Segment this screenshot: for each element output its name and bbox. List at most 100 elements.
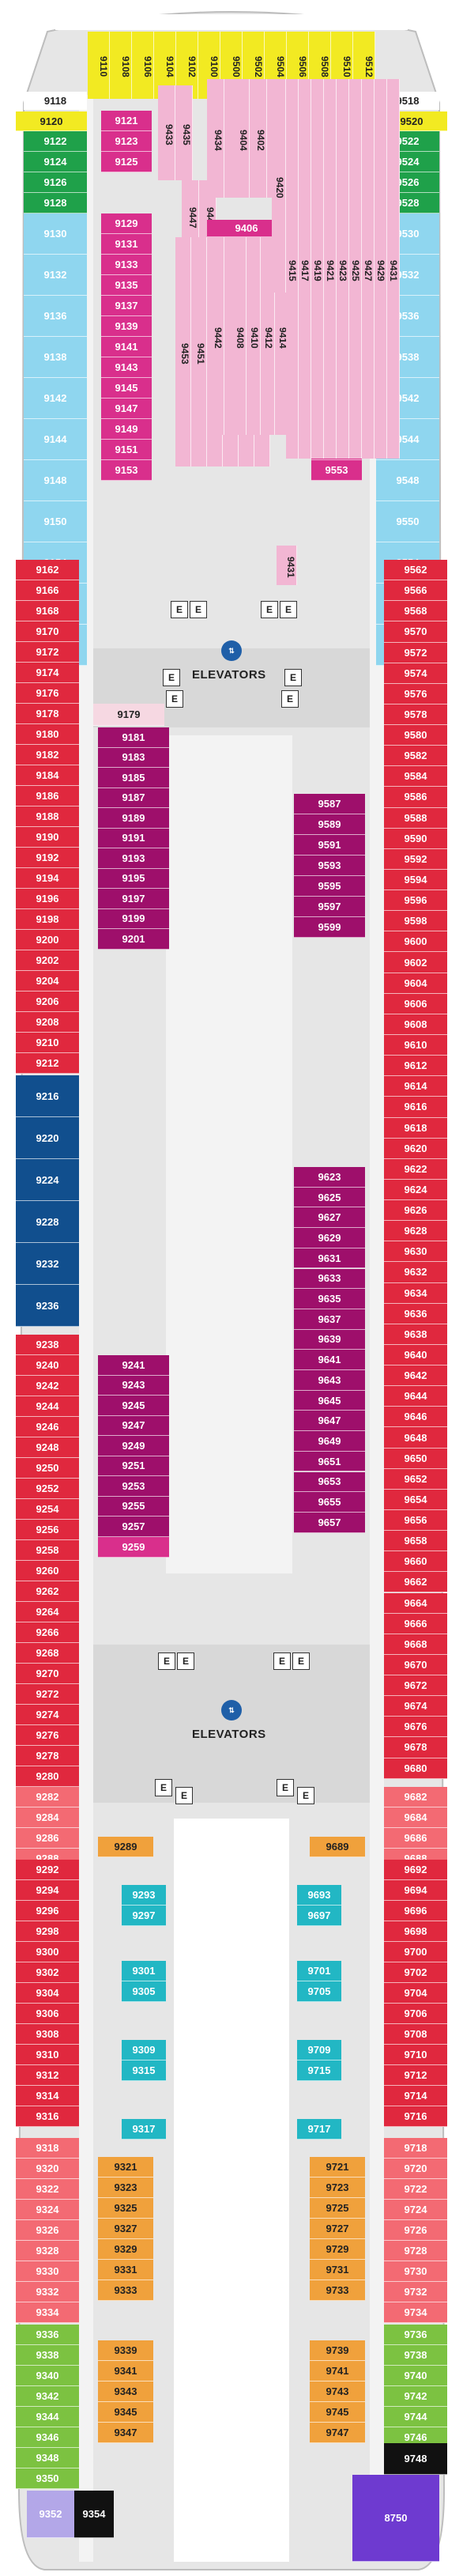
cabin-9108[interactable]: 9108 <box>110 32 132 99</box>
cabin-9172[interactable]: 9172 <box>16 642 79 663</box>
cabin-9570[interactable]: 9570 <box>384 621 447 643</box>
cabin-9139[interactable]: 9139 <box>101 316 152 337</box>
cabin-9684[interactable]: 9684 <box>384 1807 447 1828</box>
cabin-9238[interactable]: 9238 <box>16 1335 79 1355</box>
cabin-9566[interactable]: 9566 <box>384 580 447 602</box>
cabin-9712[interactable]: 9712 <box>384 2065 447 2086</box>
cabin-9254[interactable]: 9254 <box>16 1499 79 1520</box>
cabin-9419[interactable]: 9419 <box>311 79 324 459</box>
cabin-9306[interactable]: 9306 <box>16 2004 79 2024</box>
cabin-9294[interactable]: 9294 <box>16 1880 79 1901</box>
cabin-9715[interactable]: 9715 <box>297 2060 341 2081</box>
cabin-9650[interactable]: 9650 <box>384 1448 447 1469</box>
cabin-9321[interactable]: 9321 <box>98 2157 153 2178</box>
cabin-9305[interactable]: 9305 <box>122 1981 166 2002</box>
cabin-9593[interactable]: 9593 <box>294 856 365 876</box>
cabin-9447[interactable]: 9447 <box>182 180 199 251</box>
cabin-9136[interactable]: 9136 <box>24 296 87 337</box>
cabin-9660[interactable]: 9660 <box>384 1551 447 1573</box>
cabin-9648[interactable]: 9648 <box>384 1427 447 1449</box>
cabin-9296[interactable]: 9296 <box>16 1901 79 1921</box>
cabin-9628[interactable]: 9628 <box>384 1221 447 1242</box>
cabin-9278[interactable]: 9278 <box>16 1746 79 1766</box>
cabin-9429[interactable]: 9429 <box>375 79 387 459</box>
cabin-9197[interactable]: 9197 <box>98 889 169 909</box>
cabin-9716[interactable]: 9716 <box>384 2106 447 2127</box>
cabin-9202[interactable]: 9202 <box>16 950 79 971</box>
cabin-9739[interactable]: 9739 <box>310 2340 365 2361</box>
cabin-9220[interactable]: 9220 <box>16 1117 79 1159</box>
cabin-9289[interactable]: 9289 <box>98 1837 153 1857</box>
cabin-9614[interactable]: 9614 <box>384 1076 447 1097</box>
cabin-9626[interactable]: 9626 <box>384 1200 447 1222</box>
cabin-9208[interactable]: 9208 <box>16 1012 79 1033</box>
cabin-9253[interactable]: 9253 <box>98 1476 169 1497</box>
cabin-9184[interactable]: 9184 <box>16 765 79 786</box>
cabin-9244[interactable]: 9244 <box>16 1396 79 1417</box>
cabin-9738[interactable]: 9738 <box>384 2345 447 2366</box>
cabin-9243[interactable]: 9243 <box>98 1375 169 1396</box>
cabin-9598[interactable]: 9598 <box>384 911 447 932</box>
cabin-9302[interactable]: 9302 <box>16 1962 79 1983</box>
cabin-9133[interactable]: 9133 <box>101 255 152 275</box>
cabin-9664[interactable]: 9664 <box>384 1592 447 1614</box>
cabin-9178[interactable]: 9178 <box>16 704 79 724</box>
cabin-9257[interactable]: 9257 <box>98 1517 169 1537</box>
cabin-9280[interactable]: 9280 <box>16 1766 79 1787</box>
cabin-9568[interactable]: 9568 <box>384 601 447 622</box>
cabin-9210[interactable]: 9210 <box>16 1033 79 1053</box>
cabin-9331[interactable]: 9331 <box>98 2260 153 2280</box>
cabin-9344[interactable]: 9344 <box>16 2407 79 2427</box>
cabin-9326[interactable]: 9326 <box>16 2220 79 2241</box>
cabin-9324[interactable]: 9324 <box>16 2200 79 2220</box>
cabin-9721[interactable]: 9721 <box>310 2157 365 2178</box>
cabin-9170[interactable]: 9170 <box>16 621 79 642</box>
cabin-9639[interactable]: 9639 <box>294 1329 365 1350</box>
cabin-9317[interactable]: 9317 <box>122 2119 166 2140</box>
cabin-9304[interactable]: 9304 <box>16 1983 79 2004</box>
cabin-9135[interactable]: 9135 <box>101 275 152 296</box>
cabin-9310[interactable]: 9310 <box>16 2045 79 2065</box>
cabin-9266[interactable]: 9266 <box>16 1622 79 1643</box>
cabin-9199[interactable]: 9199 <box>98 908 169 929</box>
cabin-9741[interactable]: 9741 <box>310 2361 365 2381</box>
cabin-9584[interactable]: 9584 <box>384 766 447 788</box>
cabin-9181[interactable]: 9181 <box>98 727 169 748</box>
cabin-9138[interactable]: 9138 <box>24 337 87 378</box>
cabin-9748[interactable]: 9748 <box>384 2443 447 2475</box>
cabin-9246[interactable]: 9246 <box>16 1417 79 1437</box>
cabin-9587[interactable]: 9587 <box>294 794 365 814</box>
cabin-9348[interactable]: 9348 <box>16 2448 79 2468</box>
cabin-9698[interactable]: 9698 <box>384 1921 447 1942</box>
cabin-9592[interactable]: 9592 <box>384 848 447 870</box>
cabin-9618[interactable]: 9618 <box>384 1117 447 1139</box>
cabin-9330[interactable]: 9330 <box>16 2261 79 2282</box>
cabin-9431[interactable]: 9431 <box>277 546 297 585</box>
cabin-9406[interactable]: 9406 <box>207 220 286 237</box>
cabin-9642[interactable]: 9642 <box>384 1365 447 1387</box>
cabin-9700[interactable]: 9700 <box>384 1942 447 1962</box>
cabin-9625[interactable]: 9625 <box>294 1187 365 1208</box>
cabin-9733[interactable]: 9733 <box>310 2280 365 2301</box>
cabin-9194[interactable]: 9194 <box>16 868 79 889</box>
cabin-9646[interactable]: 9646 <box>384 1407 447 1428</box>
cabin-9724[interactable]: 9724 <box>384 2200 447 2220</box>
cabin-9300[interactable]: 9300 <box>16 1942 79 1962</box>
cabin-9332[interactable]: 9332 <box>16 2282 79 2302</box>
cabin-9674[interactable]: 9674 <box>384 1696 447 1717</box>
cabin-9318[interactable]: 9318 <box>16 2138 79 2159</box>
cabin-9641[interactable]: 9641 <box>294 1350 365 1370</box>
cabin-9731[interactable]: 9731 <box>310 2260 365 2280</box>
cabin-9728[interactable]: 9728 <box>384 2241 447 2261</box>
cabin-9176[interactable]: 9176 <box>16 683 79 704</box>
cabin-9128[interactable]: 9128 <box>24 193 87 213</box>
cabin-9576[interactable]: 9576 <box>384 683 447 704</box>
cabin-9689[interactable]: 9689 <box>310 1837 365 1857</box>
cabin-9725[interactable]: 9725 <box>310 2198 365 2219</box>
cabin-9308[interactable]: 9308 <box>16 2024 79 2045</box>
cabin-9697[interactable]: 9697 <box>297 1906 341 1926</box>
cabin-9578[interactable]: 9578 <box>384 704 447 726</box>
cabin-9336[interactable]: 9336 <box>16 2325 79 2345</box>
cabin-9666[interactable]: 9666 <box>384 1613 447 1634</box>
cabin-9612[interactable]: 9612 <box>384 1056 447 1077</box>
